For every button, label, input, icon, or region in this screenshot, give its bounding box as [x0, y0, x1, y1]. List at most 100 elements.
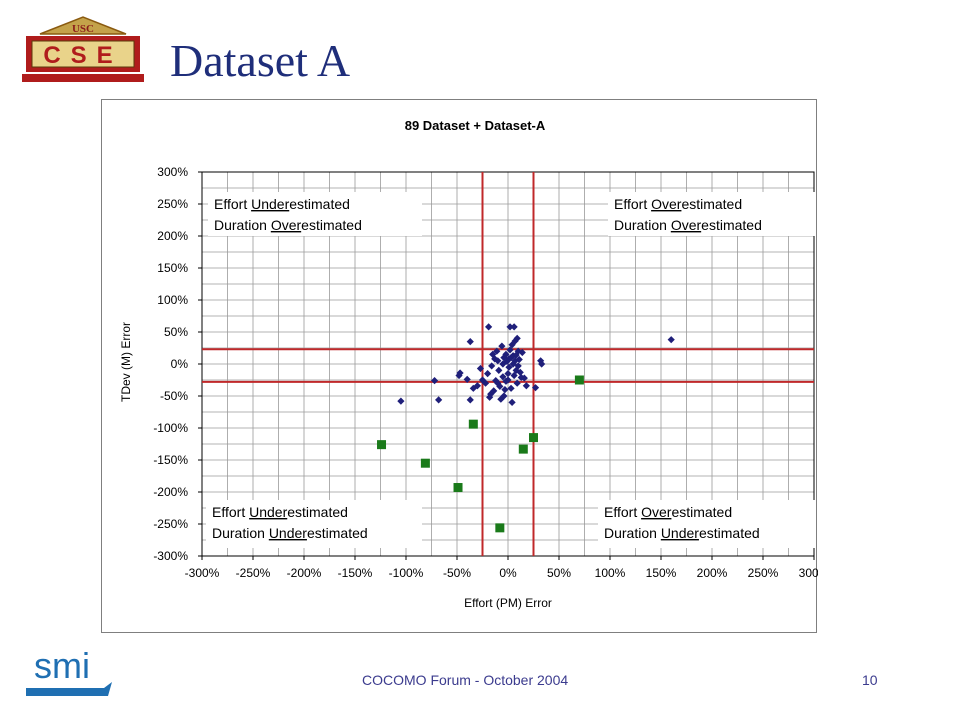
y-tick-label: -50%: [160, 389, 188, 403]
data-point-diamond: [506, 346, 514, 354]
data-point-diamond: [531, 384, 540, 392]
data-point-diamond: [481, 379, 490, 387]
data-point-diamond: [493, 347, 501, 355]
quadrant-label-background: [208, 192, 422, 236]
data-point-diamond: [512, 366, 520, 374]
smi-logo-text: smi: [34, 646, 90, 686]
data-point-diamond: [501, 386, 509, 394]
data-point-diamond: [508, 341, 516, 349]
logo-top-text: USC: [72, 23, 94, 35]
x-tick-label: -250%: [236, 566, 271, 580]
data-point-diamond: [490, 387, 498, 395]
data-point-diamond: [494, 379, 502, 387]
y-tick-label: 100%: [157, 293, 188, 307]
quadrant-label-bottom-left: Effort Underestimated Duration Underestim…: [206, 500, 422, 548]
data-point-diamond: [466, 396, 474, 404]
slide-title: Dataset A: [170, 35, 351, 86]
data-point-diamond: [463, 375, 471, 383]
data-point-diamond: [512, 351, 520, 359]
footer-text: COCOMO Forum - October 2004: [362, 672, 569, 688]
data-point-diamond: [520, 374, 528, 382]
quadrant-label-background: [598, 500, 816, 548]
data-point-diamond: [476, 364, 485, 373]
y-tick-label: 300%: [157, 165, 188, 179]
data-point-diamond: [473, 382, 481, 390]
y-tick-label: -200%: [153, 485, 188, 499]
chart-frame: 89 Dataset + Dataset-A -300% -250% -200% -1…: [101, 99, 818, 633]
data-point-diamond: [518, 348, 526, 357]
data-point-square: [377, 440, 387, 450]
axes: [198, 171, 815, 560]
logo-base: [22, 74, 144, 82]
data-point-diamond: [507, 384, 515, 392]
x-tick-label: 100%: [595, 566, 626, 580]
data-point-diamond: [522, 382, 530, 390]
y-tick-label: 50%: [164, 325, 188, 339]
data-point-square: [529, 433, 538, 443]
data-point-diamond: [499, 373, 507, 381]
data-point-diamond: [514, 362, 522, 370]
data-point-diamond: [494, 357, 502, 365]
data-point-diamond: [495, 366, 503, 374]
logo-panel: [31, 40, 135, 68]
data-point-diamond: [510, 323, 518, 331]
data-point-diamond: [497, 395, 505, 403]
data-point-diamond: [489, 350, 497, 358]
smi-logo-swoosh: [26, 682, 112, 696]
y-tick-label: -100%: [153, 421, 188, 435]
y-tick-label: -150%: [153, 453, 188, 467]
y-axis-label: TDev (M) Error: [119, 322, 133, 402]
quadrant-label-bottom-right: Effort Overestimated Duration Underestima…: [598, 500, 816, 548]
data-point-square: [453, 483, 463, 493]
quadrant-label-top-left: Effort Underestimated Duration Overestima…: [208, 192, 422, 236]
data-point-square: [518, 444, 528, 454]
data-point-diamond: [397, 397, 405, 405]
data-point-square: [468, 419, 478, 429]
logo-roof: [39, 16, 127, 35]
x-tick-label: 300%: [799, 566, 818, 580]
y-tick-label: 150%: [157, 261, 188, 275]
data-point-diamond: [505, 363, 513, 371]
quadrant-label-line: Duration Underestimated: [212, 525, 368, 541]
quadrant-label-line: Duration Overestimated: [214, 217, 362, 233]
x-tick-label: 250%: [748, 566, 779, 580]
data-point-square: [574, 375, 584, 385]
quadrant-label-line: Effort Underestimated: [214, 196, 350, 212]
data-point-diamond: [488, 362, 496, 370]
x-axis-label: Effort (PM) Error: [464, 596, 552, 610]
data-point-diamond: [484, 370, 492, 378]
data-point-diamond: [538, 360, 546, 368]
x-tick-label: -50%: [443, 566, 471, 580]
y-tick-label: -300%: [153, 549, 188, 563]
quadrant-label-line: Effort Overestimated: [604, 504, 732, 520]
chart-title: 89 Dataset + Dataset-A: [405, 118, 546, 133]
quadrant-label-line: Duration Overestimated: [614, 217, 762, 233]
page-number: 10: [862, 672, 878, 688]
x-tick-label: -300%: [185, 566, 220, 580]
data-point-diamond: [509, 352, 517, 360]
logo-main-text: CSE: [43, 42, 122, 69]
tick-labels: -300% -250% -200% -150% -100% -50% 0% 50% 100% 15…: [153, 165, 818, 580]
quadrant-label-line: Duration Underestimated: [604, 525, 760, 541]
data-point-diamond: [516, 368, 524, 376]
x-tick-label: -200%: [287, 566, 322, 580]
data-point-diamond: [506, 323, 514, 331]
y-tick-label: 0%: [171, 357, 189, 371]
smi-logo: smi: [26, 646, 112, 696]
data-point-diamond: [500, 392, 508, 400]
x-tick-label: 50%: [547, 566, 571, 580]
quadrant-label-line: Effort Overestimated: [614, 196, 742, 212]
data-point-diamond: [537, 357, 545, 365]
data-point-diamond: [513, 379, 521, 387]
data-point-diamond: [487, 390, 495, 398]
x-tick-label: 0%: [499, 566, 517, 580]
data-point-diamond: [507, 354, 515, 362]
data-point-diamond: [430, 377, 439, 385]
scatter-chart: 89 Dataset + Dataset-A -300% -250% -200% -1…: [119, 118, 818, 610]
usc-cse-logo: USC CSE: [22, 16, 144, 82]
data-point-diamond: [496, 382, 504, 390]
data-point-diamond: [515, 355, 523, 364]
data-point-diamond: [485, 323, 493, 331]
data-point-diamond: [667, 336, 675, 344]
y-tick-label: 200%: [157, 229, 188, 243]
